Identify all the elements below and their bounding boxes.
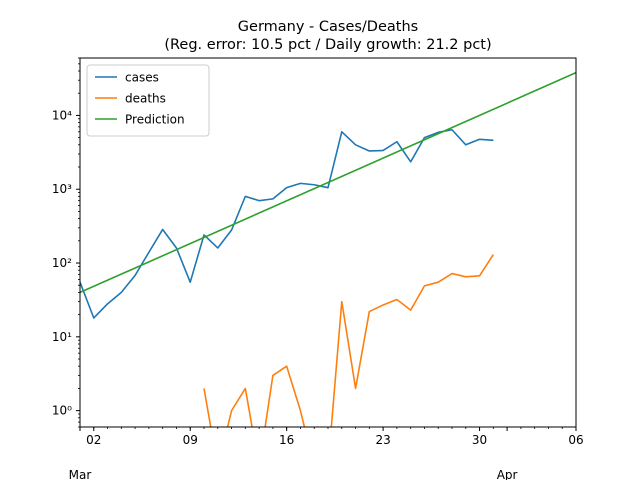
legend-box — [86, 64, 210, 137]
legend-label-deaths: deaths — [125, 92, 166, 106]
x-tick-label: 16 — [279, 433, 294, 447]
series-line-deaths — [203, 254, 495, 427]
y-tick-label: 10² — [52, 256, 72, 270]
x-month-label: Mar — [69, 468, 92, 480]
chart-subtitle: (Reg. error: 10.5 pct / Daily growth: 21… — [164, 37, 491, 53]
legend-label-cases: cases — [125, 71, 159, 85]
x-tick-label: 23 — [375, 433, 390, 447]
legend-label-prediction: Prediction — [125, 113, 185, 127]
plot-area — [80, 71, 576, 427]
y-tick-label: 10⁴ — [52, 108, 72, 122]
x-tick-label: 06 — [568, 433, 583, 447]
series-line-prediction — [80, 71, 576, 294]
axes: 02 09 16 23 30 06 Mar Apr 10⁰ 10¹ 10² 10³ 10⁴ — [52, 57, 584, 482]
x-tick-label: 30 — [472, 433, 487, 447]
y-tick-label: 10⁰ — [52, 404, 72, 418]
chart-title: Germany - Cases/Deaths — [238, 19, 418, 35]
x-tick-label: 02 — [86, 433, 101, 447]
x-month-label: Apr — [497, 468, 518, 480]
y-tick-label: 10³ — [52, 182, 72, 196]
series-line-cases — [80, 128, 494, 319]
y-tick-label: 10¹ — [52, 330, 72, 344]
legend: cases deaths Prediction — [86, 64, 210, 137]
x-tick-label: 09 — [183, 433, 198, 447]
